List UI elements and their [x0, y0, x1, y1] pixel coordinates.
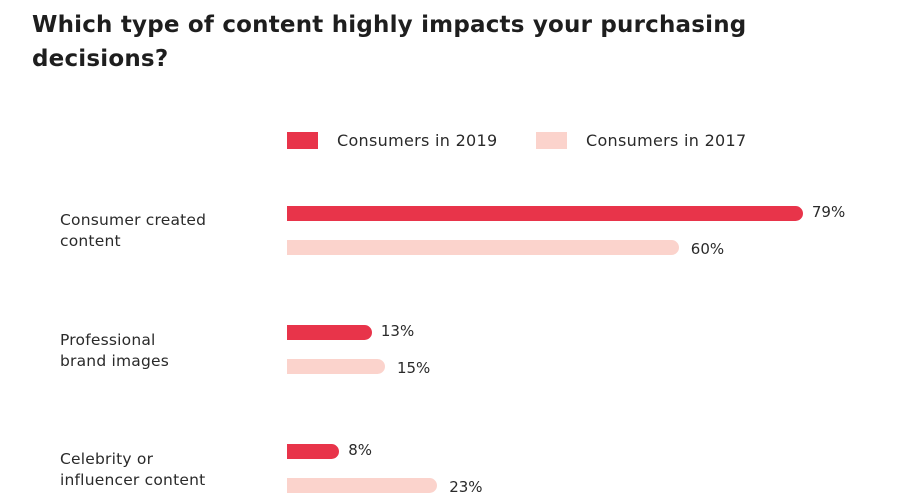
legend-swatch-2017 — [536, 132, 567, 149]
category-label-line: Consumer created — [60, 211, 207, 229]
bar-celebrity-2017 — [287, 478, 438, 493]
value-label-celebrity-2017: 23% — [449, 478, 483, 496]
bar-professional-2017 — [287, 359, 385, 374]
legend-swatch-2019 — [287, 132, 318, 149]
legend-item-2017: Consumers in 2017 — [536, 131, 747, 150]
category-label-line: influencer content — [60, 471, 206, 489]
value-label-professional-2017: 15% — [396, 359, 431, 377]
legend-item-2019: Consumers in 2019 — [287, 131, 498, 150]
category-label-celebrity: Celebrity or influencer content — [60, 449, 205, 491]
category-label-line: Celebrity or — [60, 450, 154, 468]
bar-professional-2019 — [287, 325, 372, 340]
category-label-line: brand images — [60, 352, 170, 370]
bar-celebrity-2019 — [287, 444, 340, 459]
bar-consumer-created-2017 — [287, 240, 679, 255]
legend-label-2017: Consumers in 2017 — [586, 131, 747, 150]
value-label-celebrity-2019: 8% — [348, 441, 373, 459]
value-label-consumer-created-2019: 79% — [811, 203, 846, 221]
category-label-line: content — [60, 232, 121, 250]
chart-title: Which type of content highly impacts you… — [32, 12, 747, 72]
category-label-professional: Professional brand images — [60, 330, 169, 372]
category-label-consumer-created: Consumer created content — [60, 210, 206, 252]
value-label-consumer-created-2017: 60% — [690, 240, 725, 258]
legend-label-2019: Consumers in 2019 — [337, 131, 498, 150]
bar-consumer-created-2019 — [287, 206, 803, 221]
value-label-professional-2019: 13% — [380, 322, 415, 340]
category-label-line: Professional — [60, 331, 156, 349]
